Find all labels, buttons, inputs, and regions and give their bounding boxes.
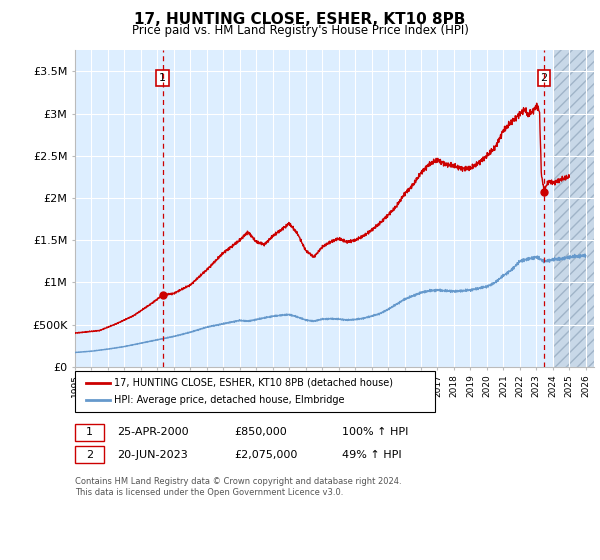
- Bar: [553, 50, 600, 367]
- Bar: [553, 50, 600, 367]
- Text: 100% ↑ HPI: 100% ↑ HPI: [342, 427, 409, 437]
- Text: 17, HUNTING CLOSE, ESHER, KT10 8PB: 17, HUNTING CLOSE, ESHER, KT10 8PB: [134, 12, 466, 27]
- Text: Contains HM Land Registry data © Crown copyright and database right 2024.
This d: Contains HM Land Registry data © Crown c…: [75, 477, 401, 497]
- Text: £2,075,000: £2,075,000: [234, 450, 298, 460]
- Text: Price paid vs. HM Land Registry's House Price Index (HPI): Price paid vs. HM Land Registry's House …: [131, 24, 469, 36]
- Text: 1: 1: [159, 73, 166, 83]
- Text: 20-JUN-2023: 20-JUN-2023: [117, 450, 188, 460]
- Text: HPI: Average price, detached house, Elmbridge: HPI: Average price, detached house, Elmb…: [114, 395, 344, 405]
- Text: 25-APR-2000: 25-APR-2000: [117, 427, 188, 437]
- Text: 2: 2: [86, 450, 93, 460]
- Text: 1: 1: [86, 427, 93, 437]
- Text: 17, HUNTING CLOSE, ESHER, KT10 8PB (detached house): 17, HUNTING CLOSE, ESHER, KT10 8PB (deta…: [114, 377, 393, 388]
- Text: 2: 2: [541, 73, 548, 83]
- Text: 49% ↑ HPI: 49% ↑ HPI: [342, 450, 401, 460]
- Text: £850,000: £850,000: [234, 427, 287, 437]
